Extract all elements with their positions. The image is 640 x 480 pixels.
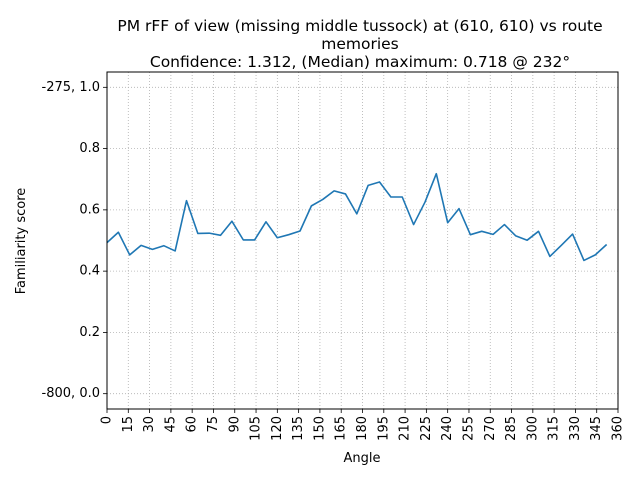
- x-tick-label: 75: [206, 416, 221, 433]
- chart-title-line-3: Confidence: 1.312, (Median) maximum: 0.7…: [150, 53, 570, 71]
- x-tick-label: 165: [334, 416, 349, 441]
- series-layer: [106, 172, 608, 262]
- y-tick-label: -275, 1.0: [42, 80, 100, 95]
- series-line-0: [106, 172, 608, 262]
- chart-title-line-1: PM rFF of view (missing middle tussock) …: [117, 17, 602, 35]
- x-tick-label: 240: [440, 416, 455, 441]
- x-tick-label: 225: [419, 416, 434, 441]
- y-tick-label: 0.8: [79, 141, 100, 156]
- x-tick-label: 180: [355, 416, 370, 441]
- y-tick-label: 0.4: [79, 264, 100, 279]
- y-tick-label: 0.6: [79, 202, 100, 217]
- x-tick-label: 60: [185, 416, 200, 433]
- y-tick-label: 0.2: [79, 325, 100, 340]
- x-tick-label: 105: [249, 416, 264, 441]
- x-tick-label: 315: [547, 416, 562, 441]
- x-tick-label: 120: [270, 416, 285, 441]
- chart-title-line-2: memories: [321, 35, 399, 53]
- y-tick-label: -800, 0.0: [42, 386, 100, 401]
- x-tick-label: 30: [142, 416, 157, 433]
- x-tick-label: 0: [100, 416, 115, 424]
- x-tick-label: 135: [291, 416, 306, 441]
- grid-lines: [106, 72, 619, 409]
- x-tick-label: 150: [312, 416, 327, 441]
- x-tick-label: 90: [227, 416, 242, 433]
- x-tick-label: 45: [163, 416, 178, 433]
- x-tick-label: 15: [121, 416, 136, 433]
- x-tick-label: 210: [398, 416, 413, 441]
- x-tick-label: 255: [461, 416, 476, 441]
- x-tick-label: 270: [483, 416, 498, 441]
- x-axis-label: Angle: [344, 451, 381, 466]
- x-tick-label: 345: [589, 416, 604, 441]
- x-tick-label: 285: [504, 416, 519, 441]
- y-ticks: -800, 0.0 0.2 0.4 0.6 0.8 -275, 1.0: [42, 80, 107, 401]
- x-tick-label: 195: [376, 416, 391, 441]
- y-axis-label: Familiarity score: [14, 188, 29, 295]
- x-tick-label: 330: [568, 416, 583, 441]
- x-tick-label: 300: [525, 416, 540, 441]
- x-tick-label: 360: [611, 416, 626, 441]
- x-ticks: 0 15 30 45 60 75 90 105 120 135 150 165 180 195 210 225…: [100, 409, 626, 441]
